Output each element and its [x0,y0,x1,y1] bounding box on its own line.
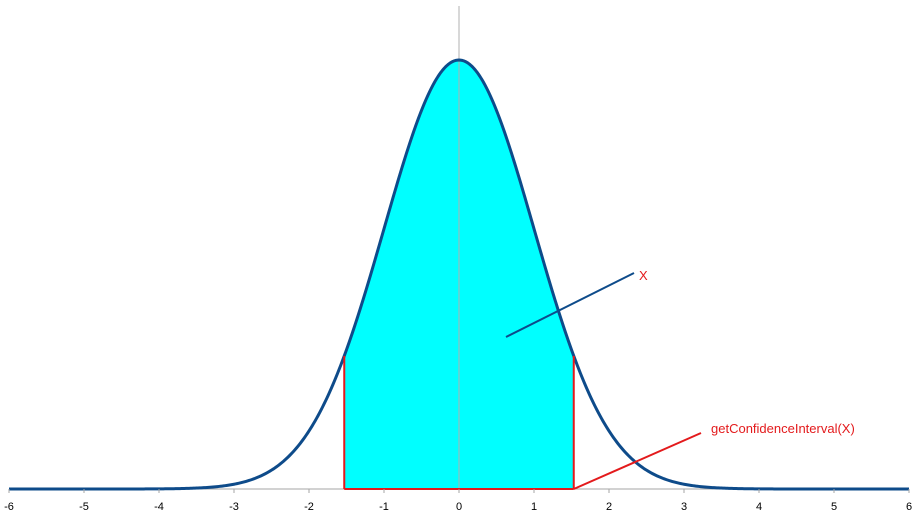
x-tick-label: -4 [154,501,164,513]
x-tick-label: 1 [531,501,537,513]
annotation-confidence-interval-leader-line [573,432,702,490]
x-tick-label: -5 [79,501,89,513]
x-tick-label: -6 [4,501,14,513]
x-tick-labels: -6 -5 -4 -3 -2 -1 0 1 2 3 4 5 6 [4,489,912,513]
x-tick-label: 0 [456,501,462,513]
x-tick-label: -3 [229,501,239,513]
x-tick-label: 6 [906,501,912,513]
x-tick-label: 3 [681,501,687,513]
curve-layer [9,58,909,491]
x-tick-label: 2 [606,501,612,513]
axes-layer [9,6,909,490]
annotation-x-label: X [639,268,648,283]
distribution-curve [9,58,909,491]
annotation-confidence-interval-label: getConfidenceInterval(X) [711,421,855,436]
annotation-x-leader-line [505,272,635,338]
x-tick-label: 4 [756,501,762,513]
x-tick-label: -1 [379,501,389,513]
x-tick-label: 5 [831,501,837,513]
x-tick-label: -2 [304,501,314,513]
annotations-layer: X getConfidenceInterval(X) [505,268,855,490]
